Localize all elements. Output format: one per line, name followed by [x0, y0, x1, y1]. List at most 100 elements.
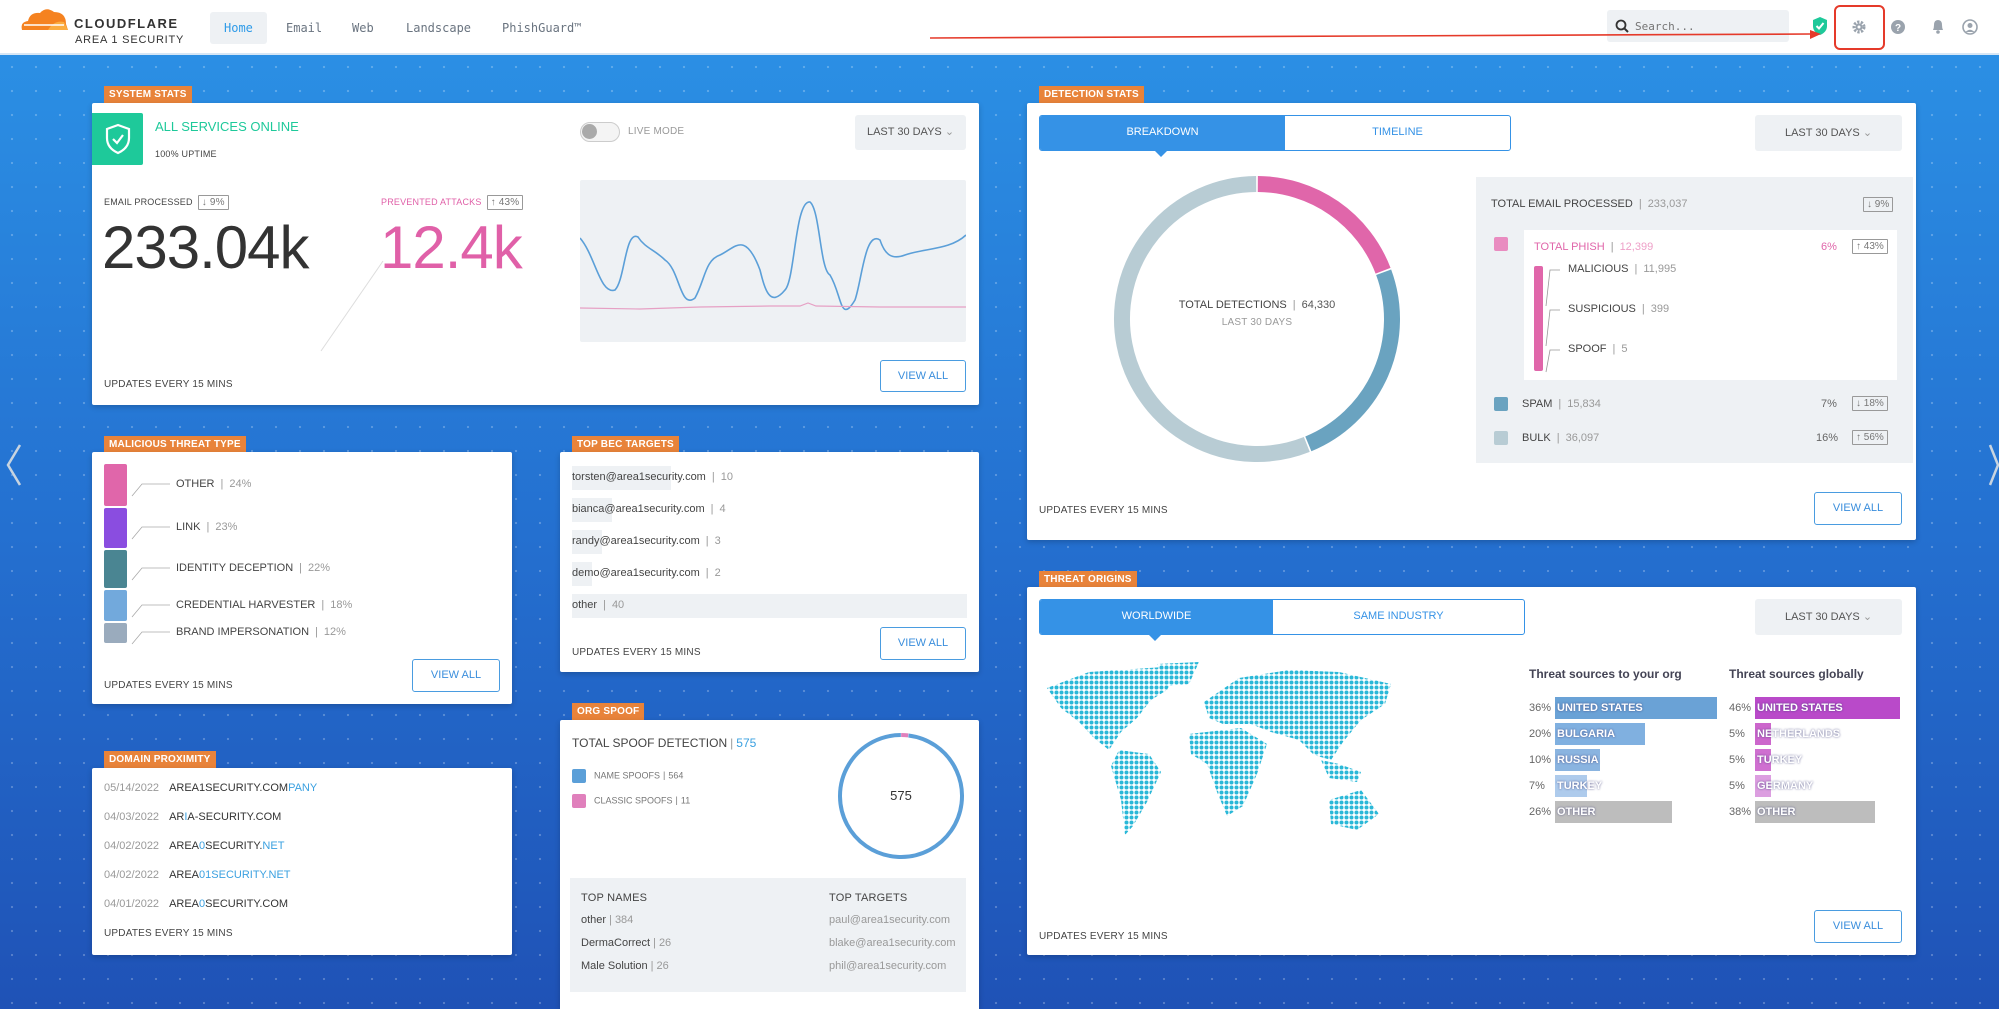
view-all-button[interactable]: VIEW ALL — [412, 659, 500, 692]
separator: | — [1634, 263, 1638, 275]
top-nav: CLOUDFLARE AREA 1 SECURITY Home Email We… — [0, 0, 1999, 55]
nav-tab-landscape[interactable]: Landscape — [406, 21, 472, 35]
top-target: phil@area1security.com — [829, 960, 947, 972]
source-pct: 26% — [1529, 806, 1552, 818]
tab-timeline[interactable]: TIMELINE — [1372, 126, 1423, 138]
source-bar — [1755, 775, 1771, 797]
source-bar — [1555, 775, 1587, 797]
domain-text: AR — [169, 811, 185, 823]
breakdown-value: 11,995 — [1643, 263, 1677, 275]
breakdown-label: SUSPICIOUS — [1568, 303, 1636, 315]
view-all-button[interactable]: VIEW ALL — [880, 627, 966, 660]
bec-target-email: demo@area1security.com — [572, 567, 700, 579]
source-bar — [1755, 697, 1900, 719]
separator: | — [1612, 343, 1616, 355]
update-frequency: UPDATES EVERY 15 MINS — [1039, 505, 1168, 516]
search-input[interactable] — [1635, 16, 1780, 36]
domain-text: SECURITY.COM — [205, 898, 289, 910]
source-pct: 20% — [1529, 728, 1552, 740]
top-name-count: 26 — [656, 960, 669, 972]
phish-breakdown-row: SUSPICIOUS | 399 — [1568, 303, 1669, 315]
detection-range-dropdown[interactable]: LAST 30 DAYS ⌄ — [1755, 115, 1902, 151]
separator: | — [321, 598, 325, 611]
origins-range-dropdown[interactable]: LAST 30 DAYS ⌄ — [1755, 599, 1902, 635]
bec-target-row[interactable]: demo@area1security.com | 2 — [572, 567, 721, 579]
shield-check-icon[interactable] — [1812, 16, 1828, 36]
source-country: TURKEY — [1757, 754, 1803, 766]
nav-tab-web[interactable]: Web — [352, 21, 374, 35]
threat-type-label: BRAND IMPERSONATION — [176, 626, 310, 639]
separator: | — [653, 937, 656, 949]
bec-target-row[interactable]: bianca@area1security.com | 4 — [572, 503, 726, 515]
domain-highlight: NET — [262, 840, 285, 852]
divider-slash — [320, 260, 384, 352]
threat-type-block — [104, 623, 127, 643]
nav-tab-email[interactable]: Email — [286, 21, 323, 35]
tab-worldwide[interactable]: WORLDWIDE — [1040, 600, 1273, 634]
bec-count-bar — [572, 530, 602, 554]
view-all-button[interactable]: VIEW ALL — [1814, 910, 1902, 943]
source-pct: 10% — [1529, 754, 1552, 766]
brand-name: CLOUDFLARE — [74, 16, 179, 31]
phish-breakdown-row: SPOOF | 5 — [1568, 343, 1628, 355]
threat-type-block — [104, 507, 127, 548]
svg-text:?: ? — [1895, 23, 1901, 34]
separator: | — [609, 914, 612, 926]
nav-tab-phishguard[interactable]: PhishGuard™ — [502, 21, 582, 35]
spoof-legend-item: NAME SPOOFS | 564 — [572, 769, 683, 783]
bec-target-row[interactable]: randy@area1security.com | 3 — [572, 535, 721, 547]
logo[interactable]: CLOUDFLARE AREA 1 SECURITY — [18, 6, 188, 50]
bell-icon[interactable] — [1930, 18, 1946, 35]
domain-row[interactable]: 04/03/2022 ARIA-SECURITY.COM — [104, 811, 281, 823]
help-icon[interactable]: ? — [1890, 19, 1906, 35]
threat-origins-tag: THREAT ORIGINS — [1039, 571, 1137, 588]
domain-date: 05/14/2022 — [104, 782, 160, 794]
domain-row[interactable]: 04/02/2022 AREA0SECURITY.NET — [104, 840, 284, 852]
domain-text: A-SECURITY.COM — [187, 811, 282, 823]
separator: | — [315, 626, 318, 639]
active-tab-pointer — [1149, 635, 1161, 647]
spam-label: SPAM — [1522, 398, 1553, 410]
tab-breakdown[interactable]: BREAKDOWN — [1040, 116, 1285, 150]
user-icon[interactable] — [1962, 19, 1978, 35]
bec-target-row[interactable]: torsten@area1security.com | 10 — [572, 471, 733, 483]
top-bec-targets-tag: TOP BEC TARGETS — [572, 436, 679, 453]
phish-change: ↑ 43% — [1852, 239, 1888, 254]
gear-icon[interactable] — [1851, 19, 1867, 35]
nav-tab-home[interactable]: Home — [210, 12, 267, 44]
top-name: Male Solution — [581, 960, 648, 972]
separator: | — [711, 471, 715, 483]
spam-change: ↓ 18% — [1852, 396, 1888, 411]
greenland — [1157, 662, 1199, 686]
phish-label: TOTAL PHISH — [1534, 241, 1605, 253]
view-all-button[interactable]: VIEW ALL — [1814, 492, 1902, 525]
previous-arrow-icon[interactable] — [4, 443, 24, 487]
bulk-label: BULK — [1522, 432, 1551, 444]
phish-color-swatch — [1494, 237, 1508, 251]
next-arrow-icon[interactable] — [1988, 443, 1999, 487]
domain-row[interactable]: 04/01/2022 AREA0SECURITY.COM — [104, 898, 288, 910]
separator: | — [220, 477, 224, 490]
source-pct: 36% — [1529, 702, 1552, 714]
system-stats-range-dropdown[interactable]: LAST 30 DAYS ⌄ — [855, 115, 966, 150]
spam-pct: 7% — [1821, 398, 1837, 410]
total-email-row: TOTAL EMAIL PROCESSED | 233,037 — [1491, 198, 1688, 210]
live-mode-toggle[interactable] — [580, 122, 620, 142]
threat-type-pct: 18% — [330, 598, 353, 611]
domain-row[interactable]: 05/14/2022 AREA1SECURITY.COMPANY — [104, 782, 317, 794]
search-box[interactable] — [1607, 10, 1789, 42]
shield-check-icon — [105, 123, 131, 155]
view-all-button[interactable]: VIEW ALL — [880, 360, 966, 392]
domain-row[interactable]: 04/02/2022 AREA01SECURITY.NET — [104, 869, 291, 881]
bec-target-row[interactable]: other | 40 — [572, 599, 624, 611]
chevron-down-icon: ⌄ — [1862, 611, 1873, 623]
source-country: OTHER — [1757, 806, 1796, 818]
spam-row: SPAM | 15,834 — [1522, 398, 1601, 410]
legend-swatch — [572, 794, 586, 808]
separator: | — [675, 795, 678, 806]
source-country: RUSSIA — [1557, 754, 1599, 766]
tab-same-industry[interactable]: SAME INDUSTRY — [1353, 610, 1444, 622]
connector-line — [131, 604, 170, 617]
threat-type-row: IDENTITY DECEPTION | 22% — [176, 562, 330, 574]
threat-origins-card: WORLDWIDE SAME INDUSTRY LAST 30 DAYS ⌄ T… — [1027, 587, 1916, 955]
